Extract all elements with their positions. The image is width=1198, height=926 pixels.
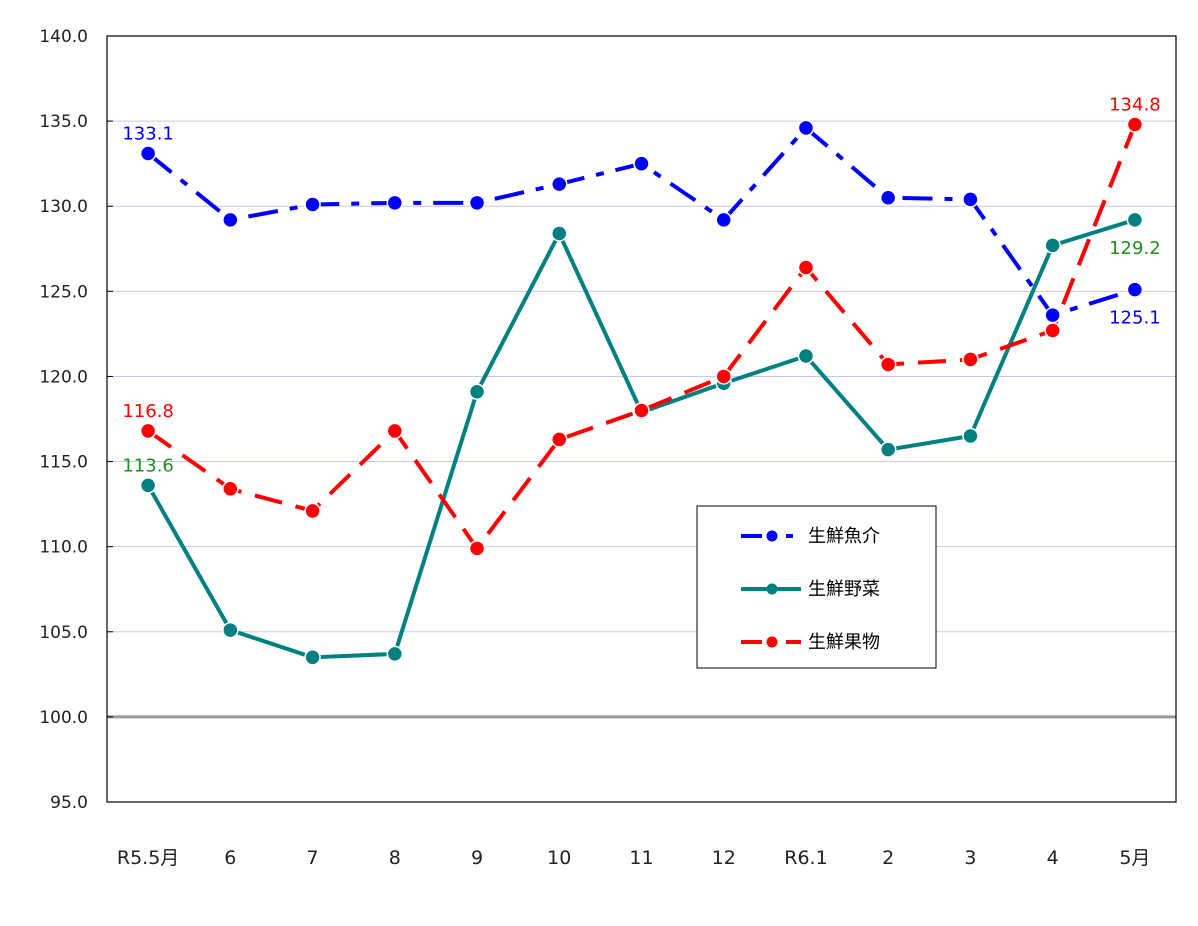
data-point: [1126, 211, 1144, 229]
legend-item-seafood: 生鮮魚介: [741, 526, 880, 547]
x-tick-label: 6: [224, 847, 236, 869]
data-point: [468, 194, 486, 212]
x-tick-label: R6.1: [784, 847, 827, 869]
data-point: [715, 211, 732, 229]
series-seafood: [139, 119, 1144, 324]
data-point: [222, 211, 239, 229]
data-point: [715, 368, 732, 385]
data-point: [797, 259, 815, 276]
y-tick-label: 100.0: [39, 708, 88, 728]
data-labels: 113.6 129.2 116.8 134.8 133.1 125.1: [122, 95, 1160, 477]
y-axis: 140.0 135.0 130.0 125.0 120.0 115.0 110.0 105.0…: [39, 27, 113, 813]
data-point: [962, 427, 979, 445]
y-tick-label: 125.0: [39, 282, 88, 302]
data-point: [468, 540, 486, 557]
data-point: [139, 477, 157, 494]
legend-marker-icon: [766, 530, 778, 542]
x-tick-label: 12: [712, 847, 736, 869]
data-label: 134.8: [1109, 95, 1161, 116]
x-tick-label: 8: [389, 847, 401, 869]
data-point: [797, 347, 815, 365]
legend: 生鮮魚介 生鮮野菜 生鮮果物: [696, 505, 937, 669]
x-tick-label: 4: [1047, 847, 1059, 869]
data-point: [1126, 281, 1144, 298]
data-point: [1044, 322, 1061, 339]
series-layer: [139, 116, 1144, 666]
legend-marker-icon: [766, 636, 778, 648]
data-point: [633, 402, 650, 419]
data-point: [468, 383, 486, 401]
y-tick-label: 110.0: [39, 538, 88, 558]
data-label: 129.2: [1109, 238, 1161, 259]
data-point: [386, 194, 404, 212]
gridlines: [107, 120, 1176, 633]
x-tick-label: 10: [547, 847, 571, 869]
series-fruits: [139, 116, 1144, 557]
legend-marker-icon: [766, 583, 778, 595]
data-point: [1044, 237, 1061, 254]
series-line: [146, 217, 1136, 660]
y-tick-label: 95.0: [50, 793, 88, 813]
data-point: [139, 422, 157, 440]
data-point: [962, 351, 979, 368]
data-point: [962, 191, 979, 208]
x-tick-label: 11: [629, 847, 653, 869]
data-point: [879, 189, 897, 206]
x-tick-label: 2: [882, 847, 894, 869]
data-label: 116.8: [122, 401, 174, 422]
data-point: [139, 145, 157, 162]
data-point: [304, 502, 321, 520]
series-line: [146, 123, 1137, 551]
data-point: [797, 119, 815, 137]
y-tick-label: 115.0: [39, 453, 88, 473]
data-point: [551, 225, 568, 242]
x-tick-label: 5月: [1119, 847, 1150, 869]
legend-label: 生鮮野菜: [808, 579, 880, 600]
data-point: [551, 431, 568, 448]
data-point: [304, 196, 321, 213]
y-tick-label: 135.0: [39, 112, 88, 132]
x-tick-label: 9: [471, 847, 483, 869]
data-point: [386, 645, 404, 663]
x-axis: R5.5月 6 7 8 9 10 11 12 R6.1 2 3 4 5月: [117, 847, 1151, 869]
legend-item-fruits: 生鮮果物: [741, 632, 880, 653]
data-point: [222, 621, 239, 639]
data-point: [386, 422, 404, 440]
data-point: [551, 175, 568, 193]
data-point: [1126, 116, 1144, 133]
data-label: 125.1: [1109, 308, 1161, 329]
y-tick-label: 130.0: [39, 197, 88, 217]
data-label: 113.6: [122, 455, 174, 476]
data-point: [304, 649, 321, 666]
legend-label: 生鮮魚介: [808, 526, 880, 547]
x-tick-label: 7: [307, 847, 319, 869]
series-vegetables: [139, 211, 1144, 666]
x-tick-label: R5.5月: [117, 847, 179, 869]
legend-item-vegetables: 生鮮野菜: [741, 579, 880, 600]
y-tick-label: 120.0: [39, 367, 88, 387]
plot-area-border: [106, 35, 1177, 803]
legend-box: [696, 505, 937, 669]
data-point: [879, 441, 897, 458]
y-tick-label: 105.0: [39, 623, 88, 643]
data-point: [633, 155, 650, 172]
data-label: 133.1: [122, 123, 174, 144]
data-point: [1044, 306, 1061, 324]
data-point: [879, 356, 897, 373]
legend-label: 生鮮果物: [808, 632, 880, 653]
x-tick-label: 3: [964, 847, 976, 869]
data-point: [222, 480, 239, 498]
y-tick-label: 140.0: [39, 27, 88, 47]
